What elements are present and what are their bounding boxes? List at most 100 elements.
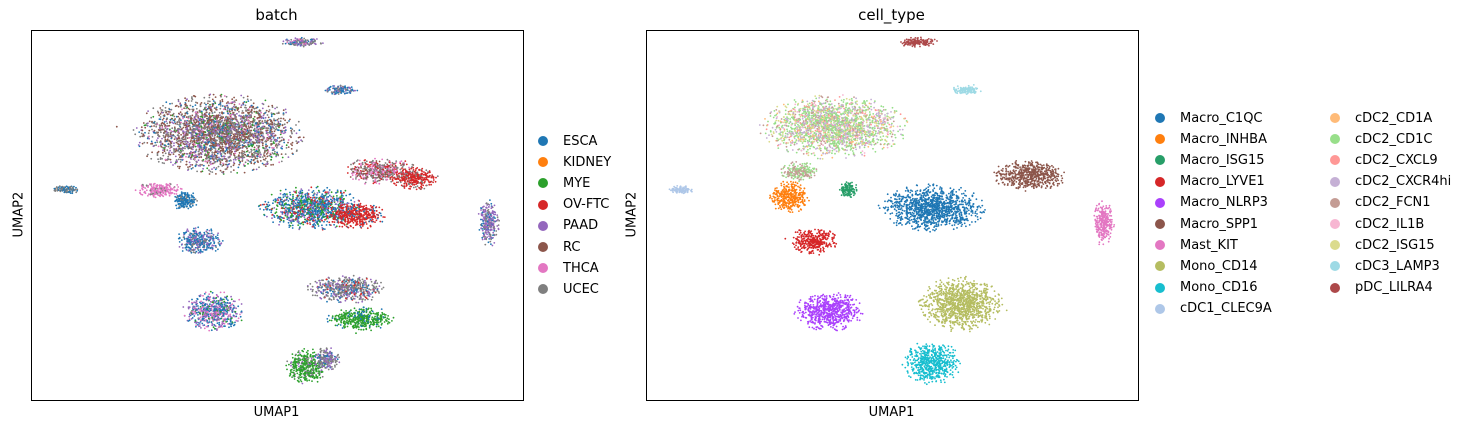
point [292, 199, 295, 202]
point [323, 220, 325, 223]
point [368, 170, 371, 173]
point [229, 139, 231, 142]
point [191, 129, 194, 132]
point [308, 44, 311, 46]
point [356, 175, 359, 177]
point [266, 133, 269, 136]
point [204, 131, 207, 134]
point [170, 131, 172, 134]
point [243, 128, 246, 131]
point [248, 137, 251, 140]
point [220, 147, 223, 150]
point [252, 102, 255, 105]
point [281, 124, 284, 127]
point [219, 158, 222, 161]
point [208, 133, 211, 136]
point [393, 169, 396, 172]
point [259, 204, 262, 206]
point [262, 146, 264, 149]
point [199, 118, 202, 120]
point [280, 216, 282, 219]
point [250, 129, 252, 132]
point [166, 117, 169, 120]
point [381, 170, 384, 173]
point [195, 161, 198, 164]
point [191, 105, 194, 108]
point [230, 140, 233, 143]
point [234, 158, 237, 161]
point [179, 161, 182, 163]
point [258, 121, 261, 124]
point [183, 107, 186, 110]
point [243, 101, 246, 103]
point [381, 174, 384, 177]
point [209, 116, 212, 119]
point [284, 108, 287, 111]
point [193, 128, 195, 130]
point [364, 159, 366, 161]
point [263, 125, 266, 128]
point [146, 137, 149, 140]
point [221, 171, 223, 174]
point [291, 128, 294, 131]
point [423, 187, 426, 190]
point [247, 122, 250, 125]
point [276, 217, 279, 219]
point [185, 160, 188, 163]
point [267, 110, 270, 113]
point [374, 180, 376, 183]
point [322, 213, 325, 216]
point [309, 221, 311, 224]
point [179, 165, 181, 168]
point [297, 120, 300, 123]
point [236, 147, 238, 149]
point [150, 116, 153, 119]
point [300, 42, 303, 45]
point [229, 149, 231, 152]
point [250, 151, 253, 153]
point [370, 163, 372, 166]
point [169, 102, 171, 105]
point [232, 139, 235, 142]
point [182, 134, 185, 136]
point [290, 143, 292, 145]
point [323, 202, 326, 205]
point [163, 129, 166, 132]
point [177, 134, 180, 136]
point [189, 147, 192, 150]
point [140, 132, 143, 135]
point [328, 223, 331, 226]
point [168, 152, 170, 155]
point [161, 137, 163, 140]
point [289, 127, 292, 130]
point [186, 98, 188, 101]
point [384, 162, 387, 164]
point [234, 117, 237, 120]
point [176, 121, 179, 123]
point [166, 131, 169, 134]
point [347, 166, 349, 168]
point [237, 129, 239, 132]
point [161, 162, 164, 164]
point [275, 155, 277, 158]
point [358, 163, 361, 165]
point [199, 105, 202, 107]
point [412, 169, 415, 171]
point [238, 131, 240, 134]
point [176, 160, 178, 163]
point [214, 125, 217, 128]
point [262, 132, 264, 135]
point [192, 143, 194, 146]
point [167, 145, 170, 148]
point [218, 144, 221, 147]
point [249, 142, 252, 144]
point [195, 137, 198, 140]
point [251, 120, 254, 123]
point [245, 101, 248, 104]
point [265, 109, 268, 112]
point [257, 152, 260, 155]
point [248, 134, 251, 136]
point [359, 171, 362, 173]
point [271, 146, 273, 149]
point [270, 138, 273, 141]
